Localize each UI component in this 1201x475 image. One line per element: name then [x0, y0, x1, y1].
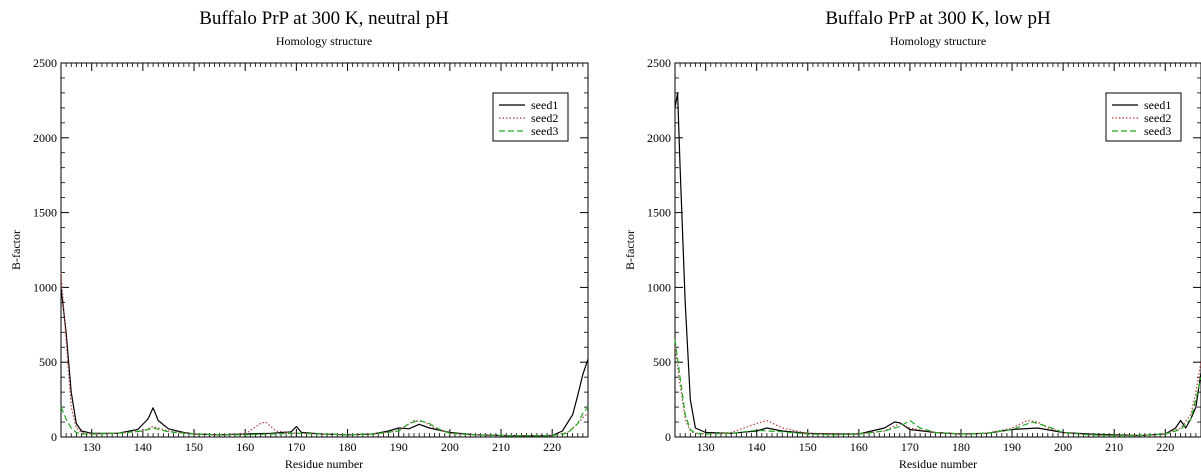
- legend-label-seed2: seed2: [1144, 111, 1171, 125]
- y-tick-label: 2000: [33, 131, 57, 145]
- chart-subtitle: Homology structure: [276, 34, 372, 48]
- legend-box: [1105, 92, 1182, 142]
- legend-label-seed3: seed3: [531, 124, 558, 138]
- series-group: [60, 272, 589, 437]
- series-group: [674, 92, 1201, 437]
- x-tick-label: 180: [952, 440, 970, 454]
- series-line-seed3: [674, 339, 1201, 437]
- x-axis-label: Residue number: [899, 457, 977, 470]
- series-line-seed3: [60, 406, 589, 437]
- x-tick-label: 200: [1054, 440, 1072, 454]
- y-tick-label: 0: [51, 430, 57, 444]
- y-axis-label: B-factor: [623, 230, 637, 270]
- x-tick-label: 130: [83, 440, 101, 454]
- x-tick-label: 170: [287, 440, 305, 454]
- x-tick-label: 220: [1156, 440, 1174, 454]
- x-tick-label: 140: [134, 440, 152, 454]
- x-tick-label: 150: [799, 440, 817, 454]
- chart-panel-low-ph: Buffalo PrP at 300 K, low pH Homology st…: [623, 8, 1201, 471]
- axis-tick-labels: 130 140 150 160 170 180 190 200 210 220 0 500 1000 15…: [647, 56, 1174, 454]
- y-tick-label: 500: [653, 355, 671, 369]
- x-tick-label: 190: [390, 440, 408, 454]
- x-tick-label: 200: [441, 440, 459, 454]
- x-tick-label: 210: [1105, 440, 1123, 454]
- legend-box: [492, 92, 569, 142]
- legend-label-seed1: seed1: [1144, 98, 1171, 112]
- y-tick-label: 1000: [647, 280, 671, 294]
- chart-subtitle: Homology structure: [890, 34, 986, 48]
- x-tick-label: 190: [1003, 440, 1021, 454]
- legend-label-seed1: seed1: [531, 98, 558, 112]
- y-tick-label: 2500: [33, 56, 57, 70]
- y-tick-label: 0: [665, 430, 671, 444]
- y-tick-label: 1000: [33, 280, 57, 294]
- x-tick-label: 160: [236, 440, 254, 454]
- x-tick-label: 180: [339, 440, 357, 454]
- x-tick-label: 220: [543, 440, 561, 454]
- legend-label-seed3: seed3: [1144, 124, 1171, 138]
- axis-tick-labels: 130 140 150 160 170 180 190 200 210 220 0 500 1000 15…: [33, 56, 561, 454]
- x-tick-label: 130: [697, 440, 715, 454]
- y-tick-label: 1500: [33, 206, 57, 220]
- y-tick-label: 1500: [647, 206, 671, 220]
- x-tick-label: 160: [850, 440, 868, 454]
- chart-title: Buffalo PrP at 300 K, neutral pH: [199, 8, 449, 29]
- x-tick-label: 210: [492, 440, 510, 454]
- chart-panel-neutral-ph: Buffalo PrP at 300 K, neutral pH Homolog…: [9, 8, 589, 471]
- x-tick-label: 140: [748, 440, 766, 454]
- y-tick-label: 2500: [647, 56, 671, 70]
- x-tick-label: 150: [185, 440, 203, 454]
- chart-title: Buffalo PrP at 300 K, low pH: [825, 8, 1051, 29]
- series-line-seed1: [674, 92, 1201, 437]
- x-tick-label: 170: [901, 440, 919, 454]
- y-tick-label: 2000: [647, 131, 671, 145]
- legend-label-seed2: seed2: [531, 111, 558, 125]
- axis-ticks: [674, 62, 1201, 438]
- x-axis-label: Residue number: [285, 457, 363, 470]
- y-tick-label: 500: [39, 355, 57, 369]
- y-axis-label: B-factor: [9, 230, 23, 270]
